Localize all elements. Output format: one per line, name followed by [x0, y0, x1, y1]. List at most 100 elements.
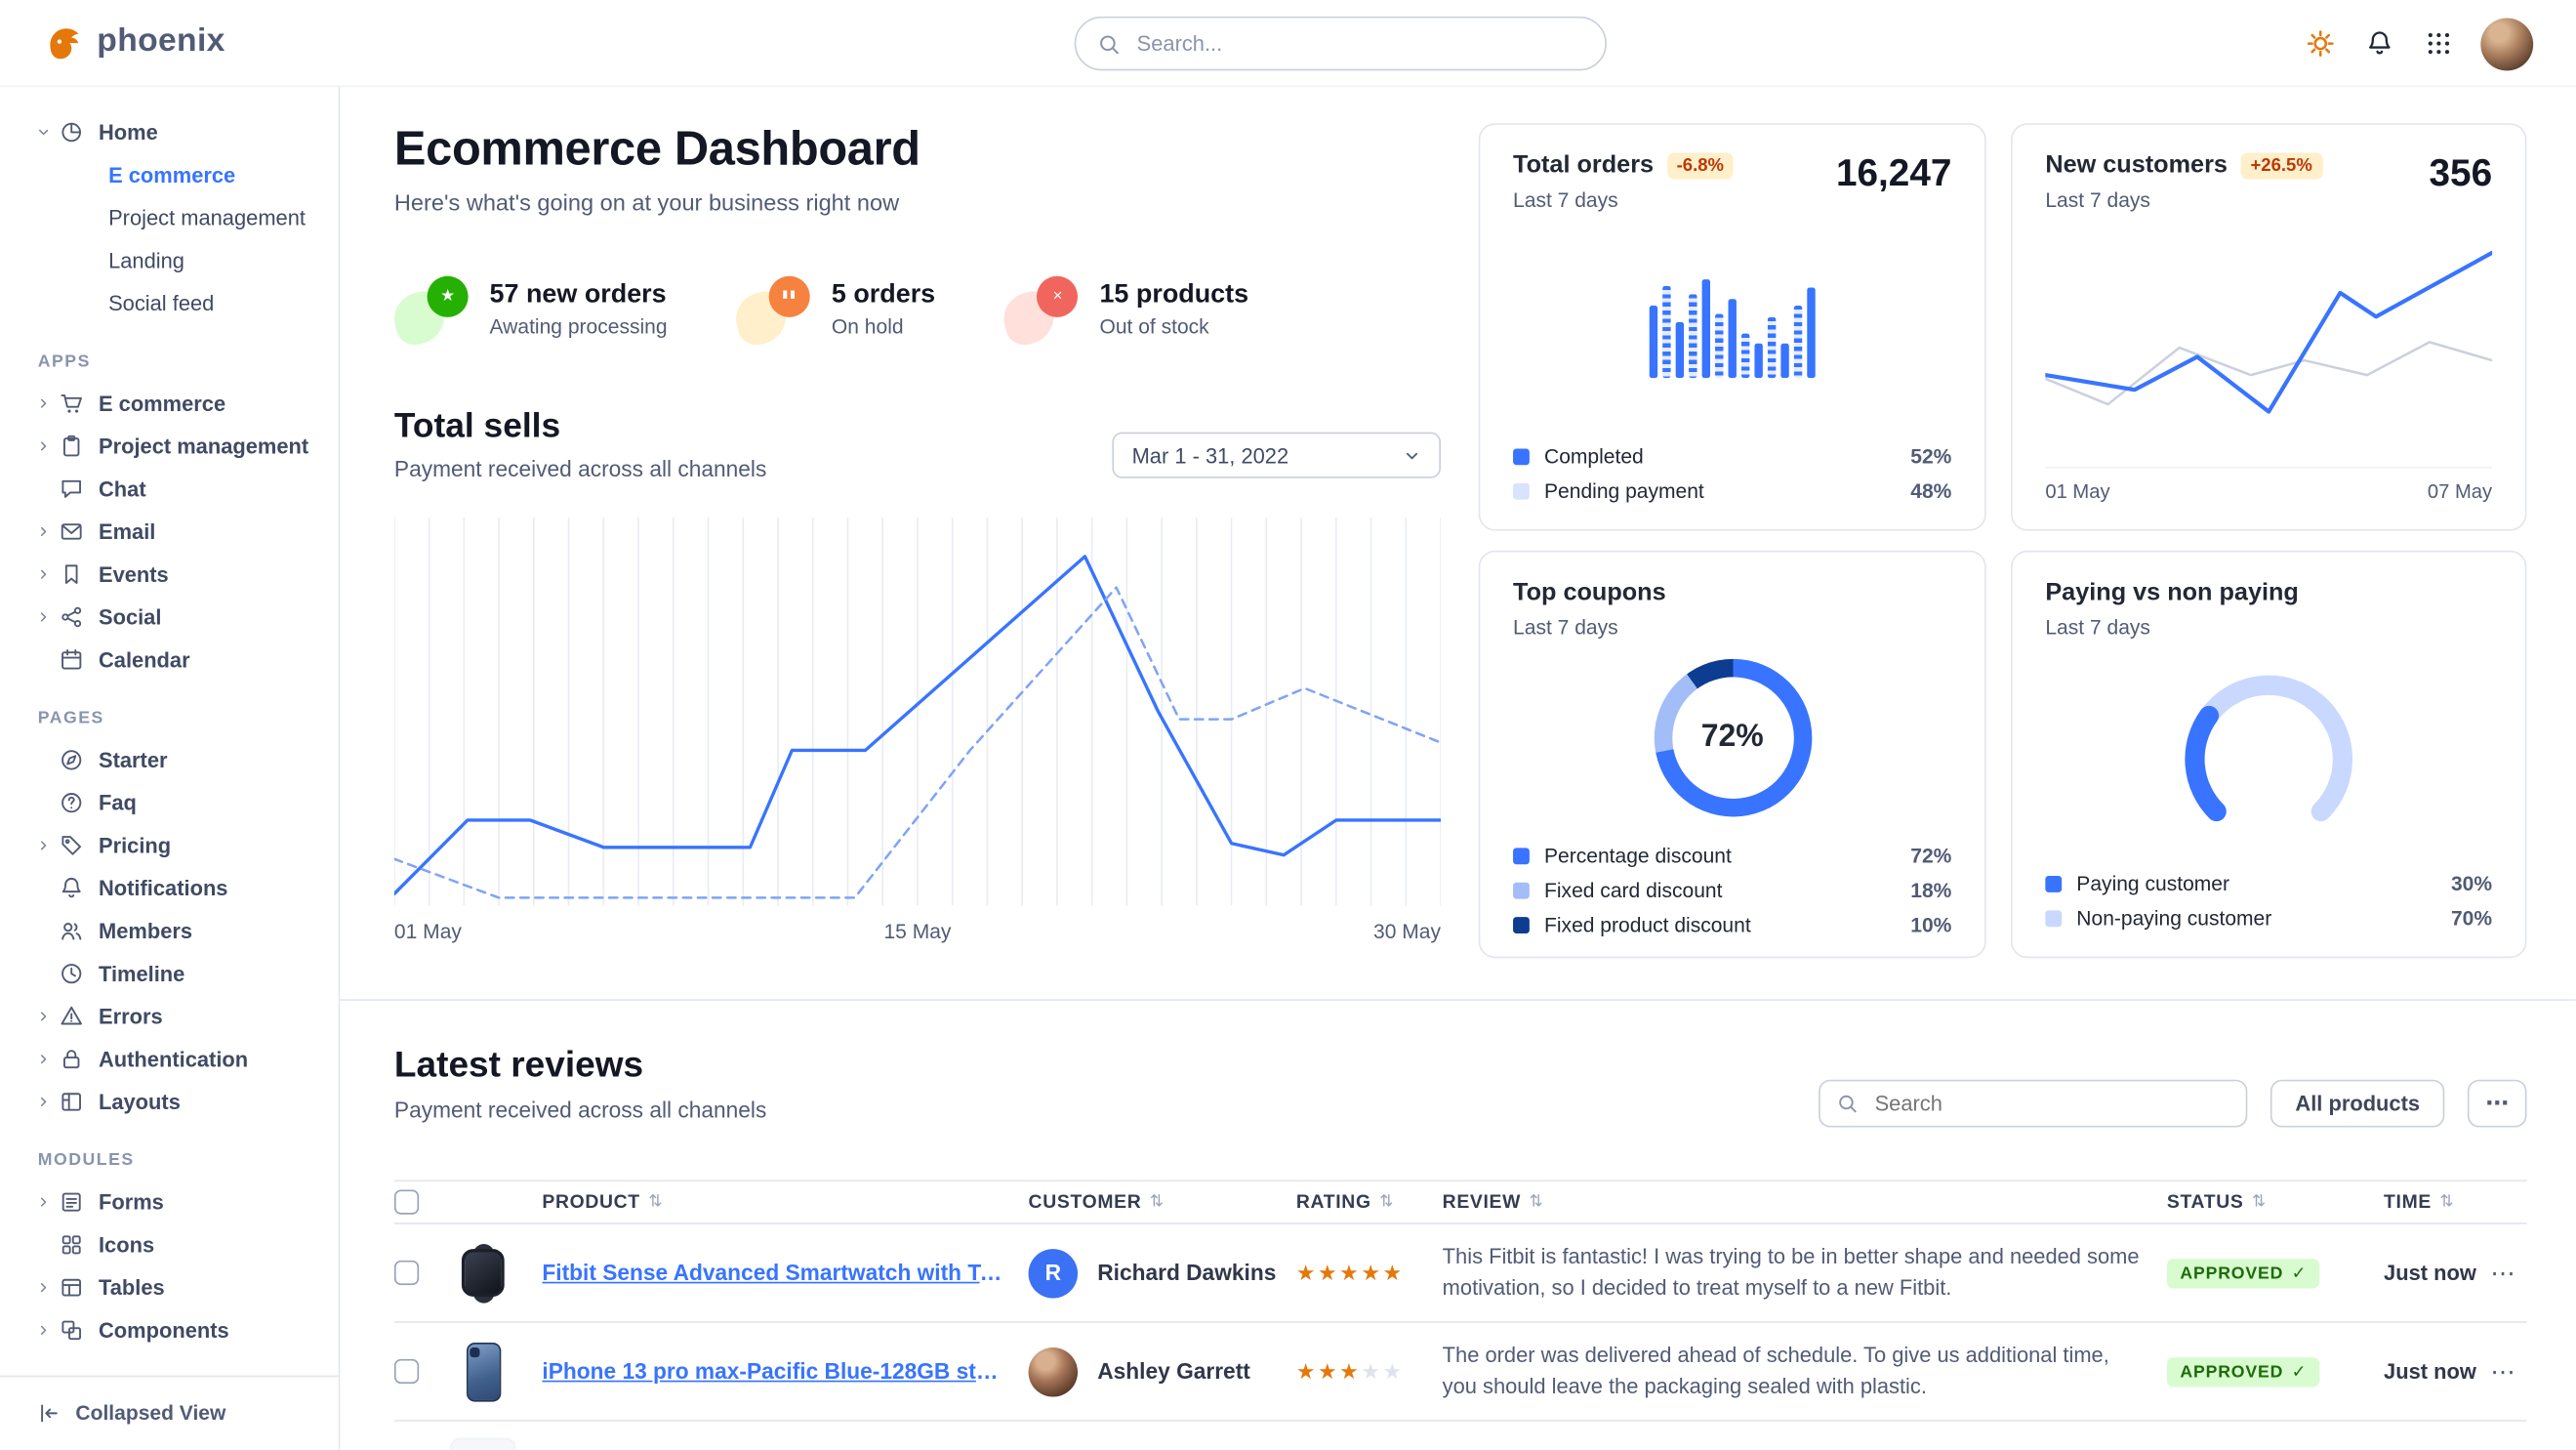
date-range-select[interactable]: Mar 1 - 31, 2022 [1112, 432, 1441, 478]
sidebar-item-home[interactable]: Home [0, 110, 339, 153]
column-header-label: REVIEW [1442, 1192, 1522, 1213]
collapsed-view-button[interactable]: Collapsed View [0, 1375, 339, 1450]
row-checkbox[interactable] [393, 1260, 420, 1286]
bar [1793, 306, 1803, 378]
row-checkbox[interactable] [393, 1358, 420, 1385]
legend-value: 70% [2450, 907, 2493, 931]
sidebar-item-label: Faq [98, 789, 137, 814]
stat-text: 15 products Out of stock [1099, 281, 1248, 339]
reviews-more-button[interactable]: ⋯ [2467, 1079, 2527, 1128]
sidebar-item-label: Project management [98, 433, 309, 458]
sort-icon: ⇅ [1149, 1192, 1165, 1212]
product-link[interactable]: iPhone 13 pro max-Pacific Blue-128GB sto… [542, 1358, 1029, 1385]
star-filled-icon: ★ [1318, 1260, 1340, 1285]
row-actions-button[interactable]: ⋯ [2479, 1257, 2527, 1290]
sidebar-item-errors[interactable]: Errors [0, 994, 339, 1037]
chevron-right-icon [36, 837, 60, 851]
collapse-icon [41, 1404, 58, 1423]
sidebar-item-starter[interactable]: Starter [0, 738, 339, 781]
column-header-time[interactable]: TIME ⇅ [2384, 1192, 2479, 1212]
notifications-button[interactable] [2362, 26, 2396, 61]
mail-icon [60, 518, 86, 543]
brand[interactable]: phoenix [43, 20, 225, 62]
sidebar-item-landing[interactable]: Landing [108, 247, 184, 272]
column-header-review[interactable]: REVIEW ⇅ [1443, 1192, 2167, 1212]
global-search[interactable] [1074, 16, 1607, 71]
pie-icon [60, 119, 86, 144]
sidebar-item-events[interactable]: Events [0, 552, 339, 595]
legend-swatch [2045, 910, 2063, 928]
sidebar-item-e-commerce[interactable]: E commerce [0, 381, 339, 424]
row-actions-button[interactable]: ⋯ [2479, 1355, 2527, 1388]
stat-item: ▮▮ 5 orders On hold [730, 275, 935, 350]
chevron-right-icon [36, 1094, 60, 1108]
sidebar-item-label: Layouts [98, 1088, 181, 1114]
sidebar-item-faq[interactable]: Faq [0, 780, 339, 823]
sidebar-item-members[interactable]: Members [0, 909, 339, 952]
tag-icon [60, 832, 86, 856]
card-header: Total orders -6.8% Last 7 days [1513, 151, 1951, 212]
sidebar-item-icons[interactable]: Icons [0, 1222, 339, 1265]
sidebar-item-pricing[interactable]: Pricing [0, 823, 339, 866]
select-all-checkbox[interactable] [393, 1189, 420, 1215]
table-row: iPhone 13 pro max-Pacific Blue-128GB sto… [393, 1323, 2527, 1422]
sidebar-item-components[interactable]: Components [0, 1308, 339, 1351]
card-period: Last 7 days [2045, 616, 2150, 640]
sidebar-item-timeline[interactable]: Timeline [0, 951, 339, 994]
sidebar-item-notifications[interactable]: Notifications [0, 866, 339, 909]
sidebar-item-chat[interactable]: Chat [0, 467, 339, 510]
bell-icon [60, 875, 86, 899]
stat-text: 5 orders On hold [832, 281, 935, 339]
sidebar-item-project-management[interactable]: Project management [0, 424, 339, 467]
sidebar-item-social-feed[interactable]: Social feed [108, 290, 215, 315]
legend-item: Completed 52% [1513, 445, 1951, 469]
column-header-product[interactable]: PRODUCT ⇅ [542, 1192, 1028, 1212]
sidebar-item-e-commerce[interactable]: E commerce [108, 161, 236, 187]
bar [1675, 321, 1685, 378]
apps-grid-button[interactable] [2422, 26, 2456, 61]
bar [1807, 287, 1816, 378]
reviews-search-input[interactable] [1871, 1089, 2230, 1118]
donut-center-value: 72% [1700, 720, 1764, 755]
sidebar-item-authentication[interactable]: Authentication [0, 1037, 339, 1080]
sidebar-item-label: Authentication [98, 1046, 249, 1071]
legend-item: Fixed card discount 18% [1513, 879, 1951, 902]
reviews-search[interactable] [1819, 1079, 2248, 1128]
bell-icon [2369, 31, 2391, 55]
product-link[interactable]: Fitbit Sense Advanced Smartwatch with To… [542, 1260, 1029, 1286]
check-icon: ✓ [2291, 1362, 2308, 1383]
sort-icon: ⇅ [1529, 1192, 1544, 1212]
reviews-head: Latest reviews Payment received across a… [394, 1044, 766, 1123]
sidebar-item-label: Home [98, 119, 158, 145]
legend-label: Paying customer [2076, 872, 2230, 896]
star-filled-icon: ★ [1361, 1260, 1383, 1285]
chevron-right-icon [36, 609, 60, 624]
column-header-rating[interactable]: RATING ⇅ [1296, 1192, 1443, 1212]
new-customers-line-chart [2045, 249, 2493, 413]
column-header-status[interactable]: STATUS ⇅ [2167, 1192, 2384, 1212]
star-filled-icon: ★ [1295, 1260, 1319, 1285]
sidebar-item-label: Forms [98, 1188, 164, 1214]
top-coupons-legend: Percentage discount 72% Fixed card discoun… [1513, 833, 1951, 936]
sidebar-item-social[interactable]: Social [0, 595, 339, 638]
sidebar-item-forms[interactable]: Forms [0, 1180, 339, 1222]
theme-toggle-button[interactable] [2304, 26, 2338, 61]
user-avatar[interactable] [2480, 17, 2534, 70]
legend-swatch [1513, 482, 1530, 500]
stat-value: 15 products [1099, 280, 1249, 310]
column-header-customer[interactable]: CUSTOMER ⇅ [1029, 1192, 1296, 1212]
total-orders-legend: Completed 52% Pending payment 48% [1513, 434, 1951, 503]
new-customers-value: 356 [2429, 150, 2493, 194]
legend-swatch [1513, 448, 1530, 466]
sidebar-item-project-management[interactable]: Project management [108, 204, 306, 229]
all-products-button[interactable]: All products [2270, 1079, 2445, 1128]
sidebar-item-layouts[interactable]: Layouts [0, 1080, 339, 1123]
legend-swatch [1513, 917, 1530, 933]
sidebar-item-email[interactable]: Email [0, 510, 339, 553]
sidebar-item-label: Email [98, 518, 156, 544]
product-image [450, 1339, 515, 1404]
sidebar-item-tables[interactable]: Tables [0, 1265, 339, 1308]
sidebar-item-calendar[interactable]: Calendar [0, 638, 339, 681]
search-input[interactable] [1133, 29, 1584, 58]
bar [1754, 342, 1763, 378]
